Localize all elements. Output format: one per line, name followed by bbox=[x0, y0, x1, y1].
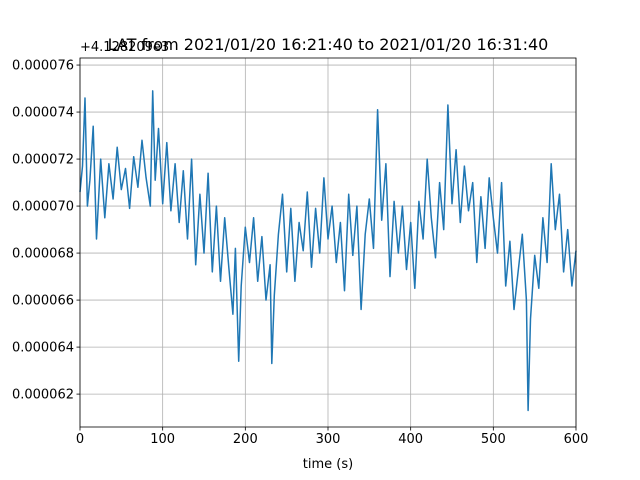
y-tick-label: 0.000064 bbox=[12, 341, 74, 356]
y-offset-label: +4.128209e3 bbox=[80, 40, 169, 55]
x-axis: 0 100 200 300 400 500 600 bbox=[76, 427, 589, 447]
x-tick-label: 300 bbox=[316, 432, 341, 447]
y-tick-label: 0.000070 bbox=[12, 200, 74, 215]
x-tick-label: 400 bbox=[398, 432, 423, 447]
series-line bbox=[79, 90, 577, 412]
chart-title: LAT from 2021/01/20 16:21:40 to 2021/01/… bbox=[108, 35, 549, 54]
x-axis-label: time (s) bbox=[303, 457, 353, 472]
y-tick-label: 0.000074 bbox=[12, 106, 74, 121]
y-tick-label: 0.000068 bbox=[12, 247, 74, 262]
y-tick-label: 0.000066 bbox=[12, 294, 74, 309]
y-tick-label: 0.000076 bbox=[12, 59, 74, 74]
y-axis: 0.000062 0.000064 0.000066 0.000068 0.000070… bbox=[12, 59, 80, 403]
x-tick-label: 100 bbox=[150, 432, 175, 447]
y-tick-label: 0.000072 bbox=[12, 153, 74, 168]
x-tick-label: 600 bbox=[564, 432, 589, 447]
x-tick-label: 0 bbox=[76, 432, 84, 447]
x-tick-label: 200 bbox=[233, 432, 258, 447]
x-tick-label: 500 bbox=[481, 432, 506, 447]
y-tick-label: 0.000062 bbox=[12, 388, 74, 403]
series-layer bbox=[79, 90, 577, 412]
